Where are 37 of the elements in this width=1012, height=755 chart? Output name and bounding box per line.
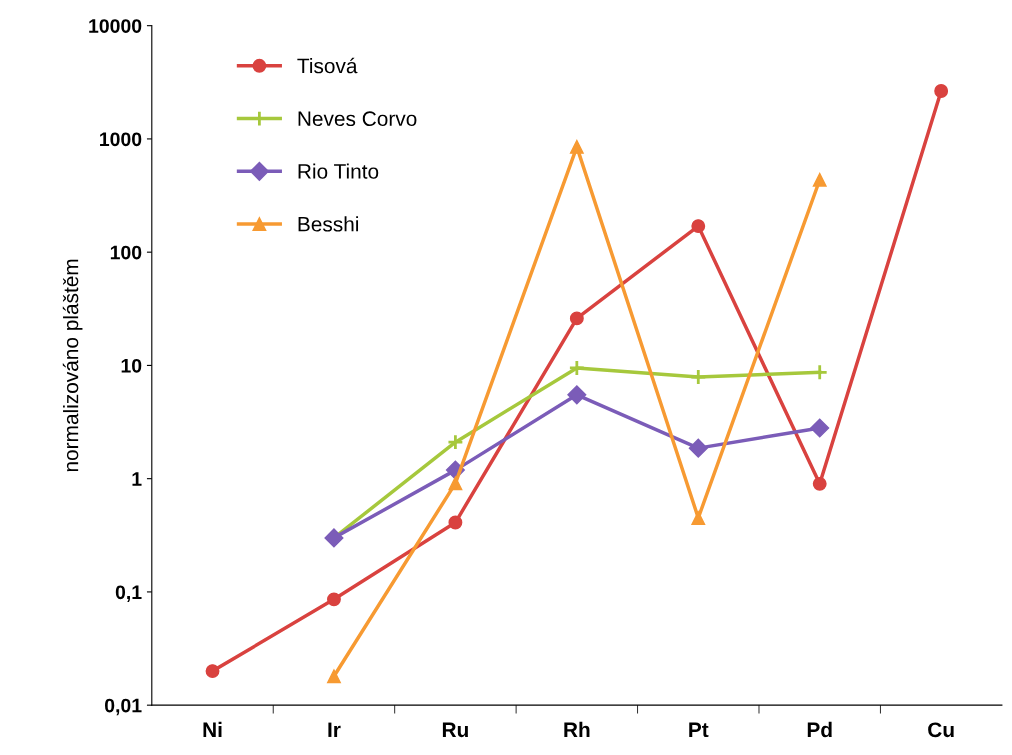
y-tick-label: 1 — [132, 472, 142, 486]
point — [812, 172, 827, 187]
point — [447, 433, 464, 451]
point — [448, 476, 463, 491]
point — [205, 664, 220, 679]
point — [689, 368, 707, 386]
point — [567, 385, 587, 405]
x-tick-label: Pd — [807, 721, 832, 738]
point — [327, 592, 341, 607]
point — [688, 438, 708, 458]
legend-label: Rio Tinto — [298, 163, 379, 179]
y-tick-label: 1000 — [100, 132, 142, 147]
point — [812, 476, 827, 491]
x-tick-label: Ir — [328, 722, 341, 737]
x-tick-label: Ni — [203, 721, 222, 737]
y-tick-label: 0,01 — [105, 698, 142, 716]
point — [691, 510, 706, 525]
y-axis-title: normalizováno pláštěm — [62, 259, 83, 472]
legend-label: Tisová — [297, 57, 358, 74]
x-tick-label: Pt — [689, 722, 709, 738]
point — [691, 219, 706, 234]
x-tick-label: Ru — [442, 722, 468, 738]
point — [568, 359, 586, 377]
point — [327, 669, 341, 684]
y-tick-label: 0,1 — [115, 585, 142, 602]
legend-label: Neves Corvo — [298, 111, 417, 127]
point — [934, 84, 949, 98]
x-tick-label: Rh — [564, 721, 590, 737]
y-tick-label: 10000 — [89, 19, 142, 33]
point — [448, 515, 463, 530]
point — [810, 418, 830, 438]
point — [569, 139, 584, 154]
legend-label: Besshi — [298, 216, 359, 232]
x-tick-label: Cu — [928, 722, 954, 738]
y-tick-label: 100 — [110, 245, 142, 260]
point — [569, 311, 584, 326]
y-tick-label: 10 — [121, 358, 142, 373]
